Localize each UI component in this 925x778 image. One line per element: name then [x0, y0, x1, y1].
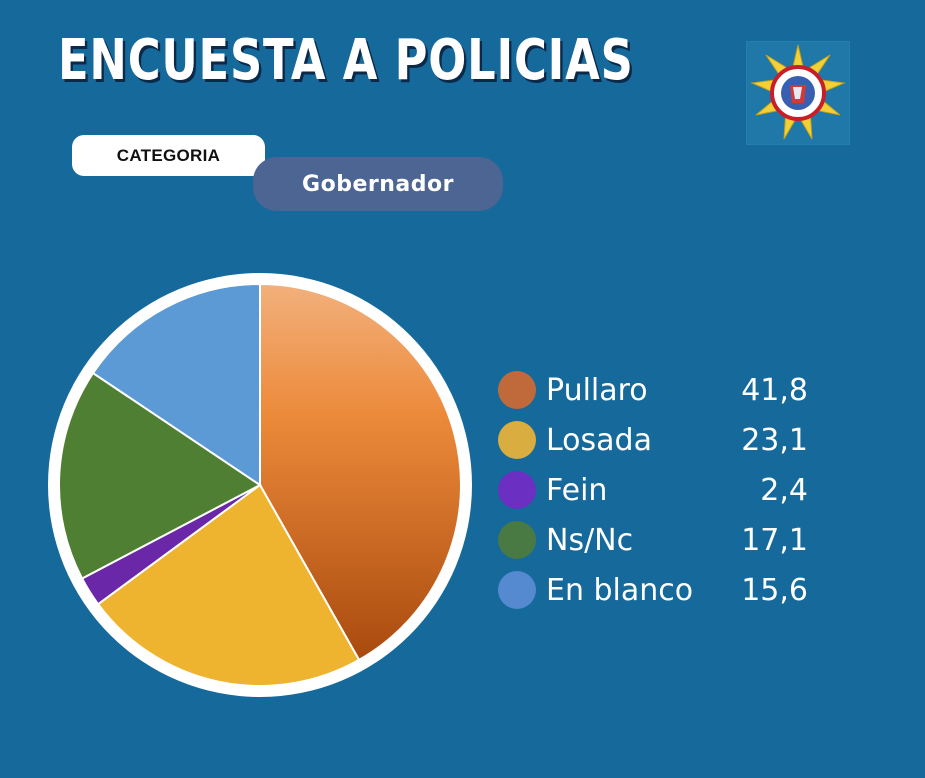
- pie-slice-en-blanco: [91, 282, 261, 487]
- legend-value: 2,4: [760, 472, 808, 508]
- pie-slice-losada: [96, 483, 361, 687]
- legend-swatch: [498, 521, 536, 559]
- legend-swatch: [498, 371, 536, 409]
- legend-value: 41,8: [741, 372, 808, 408]
- category-value: Gobernador: [253, 157, 503, 211]
- legend-item: Losada 23,1: [498, 415, 828, 465]
- legend-value: 17,1: [741, 522, 808, 558]
- legend-swatch: [498, 421, 536, 459]
- police-badge-logo: [746, 41, 850, 145]
- legend-value: 15,6: [741, 572, 808, 608]
- legend-item: En blanco 15,6: [498, 565, 828, 615]
- pie-slice-pullaro: [259, 282, 462, 662]
- category-label: CATEGORIA: [72, 135, 265, 176]
- legend-item: Fein 2,4: [498, 465, 828, 515]
- legend-label: Ns/Nc: [546, 522, 634, 558]
- legend-swatch: [498, 571, 536, 609]
- legend-swatch: [498, 471, 536, 509]
- legend-label: Losada: [546, 422, 652, 458]
- legend-value: 23,1: [741, 422, 808, 458]
- pie-slice-ns-nc: [58, 371, 262, 580]
- legend-label: En blanco: [546, 572, 694, 608]
- page-title: ENCUESTA A POLICIAS: [58, 28, 634, 93]
- pie-chart: [48, 273, 472, 697]
- legend-label: Fein: [546, 472, 608, 508]
- legend-item: Ns/Nc 17,1: [498, 515, 828, 565]
- legend-item: Pullaro 41,8: [498, 365, 828, 415]
- legend-label: Pullaro: [546, 372, 648, 408]
- chart-legend: Pullaro 41,8 Losada 23,1 Fein 2,4 Ns/Nc …: [498, 365, 828, 615]
